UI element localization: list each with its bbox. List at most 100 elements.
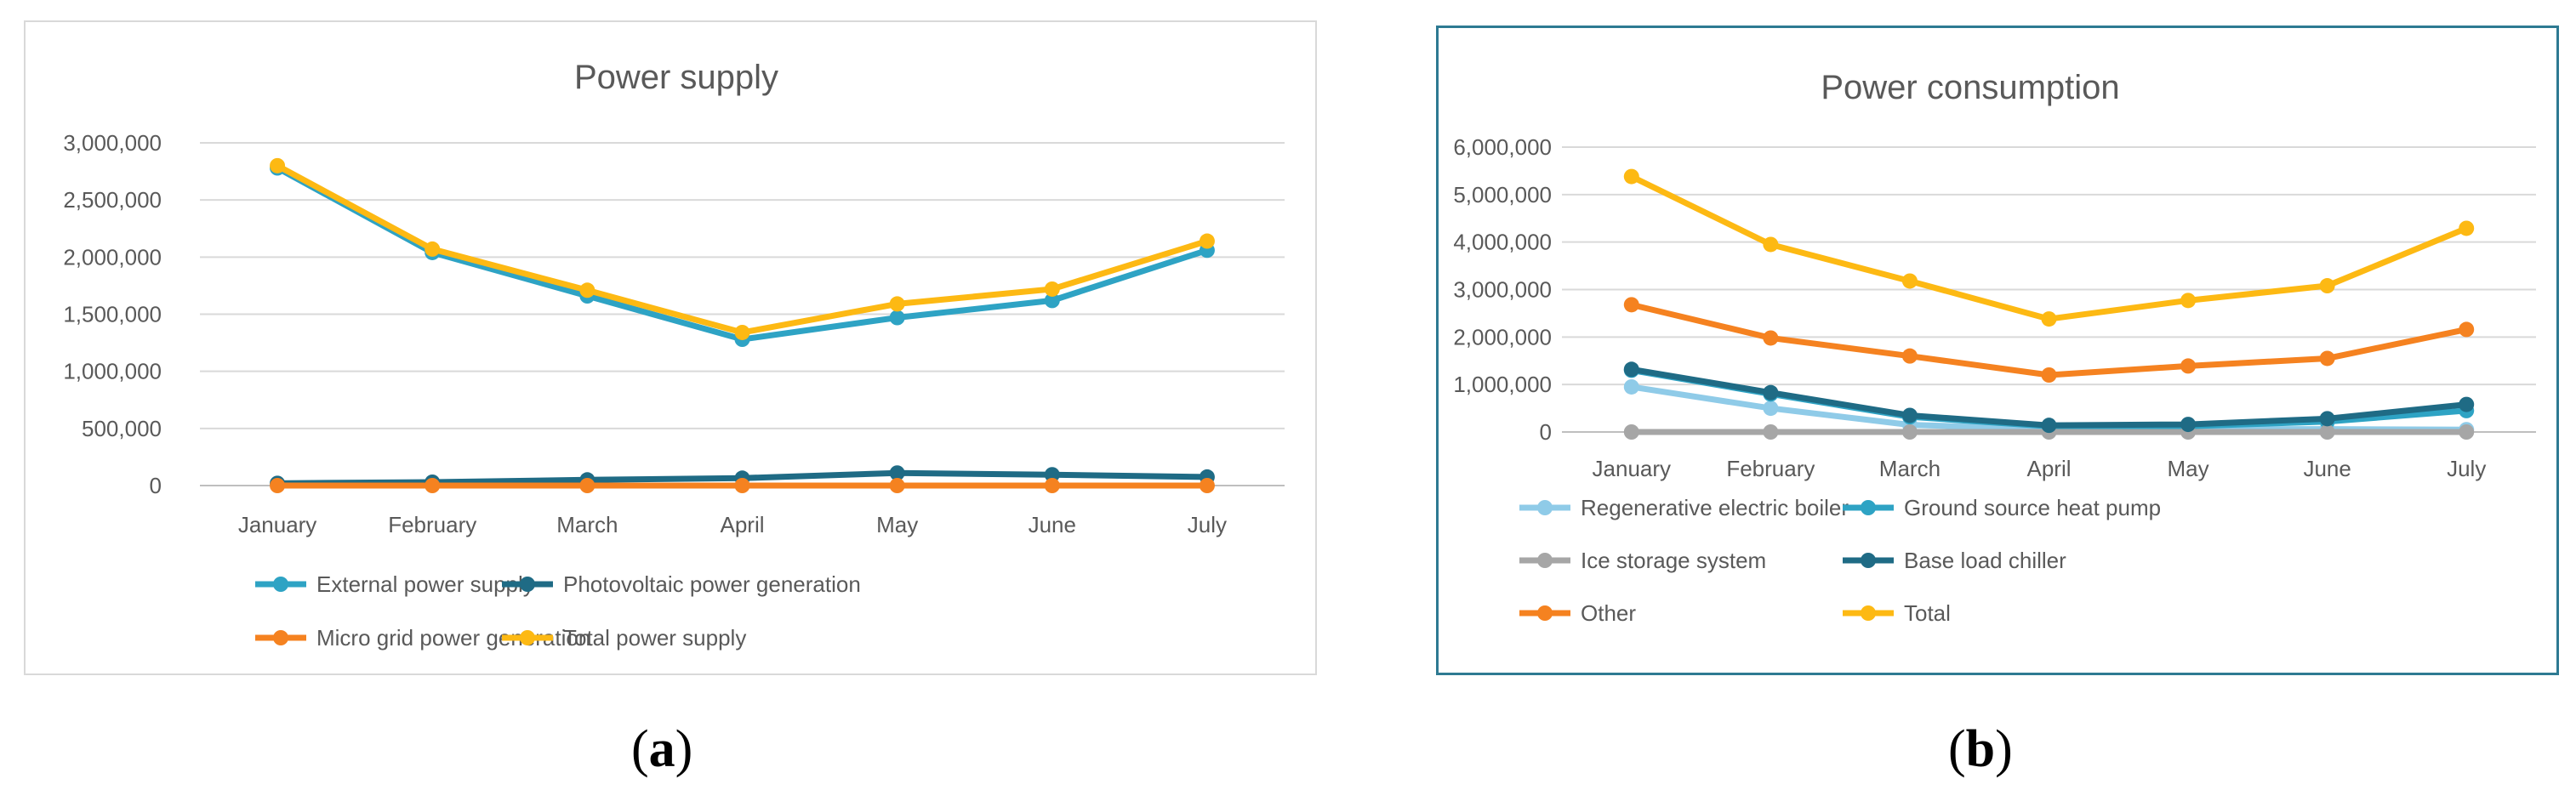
data-point xyxy=(1044,478,1060,493)
y-tick-label: 1,000,000 xyxy=(1453,372,1552,397)
legend-swatch-marker xyxy=(1861,553,1876,568)
data-point xyxy=(1623,424,1639,440)
data-point xyxy=(1199,233,1215,249)
data-point xyxy=(889,310,905,326)
data-point xyxy=(1623,297,1639,313)
caption-a: (a) xyxy=(631,720,693,778)
series-line xyxy=(1628,173,2470,322)
legend-label: Base load chiller xyxy=(1904,548,2066,573)
data-point xyxy=(1199,478,1215,493)
series-line xyxy=(274,162,1211,336)
x-tick-label: May xyxy=(2168,456,2209,481)
y-tick-label: 6,000,000 xyxy=(1453,134,1552,160)
data-point xyxy=(734,478,750,493)
data-point xyxy=(1763,330,1779,346)
data-point xyxy=(2319,424,2335,440)
data-point xyxy=(889,296,905,312)
legend: Regenerative electric boiler Ground sourc… xyxy=(1519,495,2161,626)
y-tick-label: 0 xyxy=(1540,419,1552,445)
data-point xyxy=(2459,321,2475,338)
legend-label: Total xyxy=(1904,600,1951,626)
x-tick-label: July xyxy=(1188,512,1227,537)
x-tick-label: April xyxy=(2026,456,2071,481)
legend-swatch-marker xyxy=(520,577,535,592)
y-tick-label: 2,000,000 xyxy=(1453,324,1552,350)
y-tick-label: 3,000,000 xyxy=(1453,277,1552,303)
data-point xyxy=(579,282,596,298)
power-supply-chart-panel: Power supply 0 500,000 1,000,000 1,500,000 2,… xyxy=(24,20,1317,675)
data-point xyxy=(2180,358,2197,374)
legend-swatch-marker xyxy=(273,630,288,645)
data-point xyxy=(2319,350,2335,367)
x-tick-label: May xyxy=(876,512,918,537)
data-point xyxy=(1623,378,1639,395)
y-tick-label: 5,000,000 xyxy=(1453,182,1552,207)
legend-label: Regenerative electric boiler xyxy=(1581,495,1849,520)
legend-swatch-marker xyxy=(1537,553,1553,568)
x-tick-label: January xyxy=(1593,456,1672,481)
legend: External power supply Photovoltaic power … xyxy=(255,571,861,651)
chart-title: Power supply xyxy=(574,59,778,96)
y-tick-label: 1,000,000 xyxy=(63,359,162,384)
legend-swatch-marker xyxy=(1537,500,1553,515)
chart-title: Power consumption xyxy=(1821,69,2119,106)
y-tick-label: 4,000,000 xyxy=(1453,230,1552,255)
y-tick-label: 1,500,000 xyxy=(63,302,162,327)
data-point xyxy=(1763,384,1779,401)
data-point xyxy=(1623,361,1639,378)
data-point xyxy=(734,324,750,340)
y-tick-label: 500,000 xyxy=(82,416,162,441)
y-tick-label: 3,000,000 xyxy=(63,130,162,156)
data-point xyxy=(889,478,905,493)
data-point xyxy=(2041,367,2057,383)
data-point xyxy=(2041,311,2057,327)
data-point xyxy=(1901,407,1918,423)
legend-swatch-marker xyxy=(1537,605,1553,621)
x-tick-label: July xyxy=(2447,456,2486,481)
data-point xyxy=(1763,424,1779,440)
data-point xyxy=(2180,417,2197,433)
legend-swatch-marker xyxy=(273,577,288,592)
data-point xyxy=(579,478,596,493)
x-tick-label: March xyxy=(556,512,618,537)
data-point xyxy=(1763,236,1779,253)
power-supply-chart: Power supply 0 500,000 1,000,000 1,500,000 2,… xyxy=(63,59,1285,651)
data-point xyxy=(1044,281,1060,297)
data-point xyxy=(2459,424,2475,440)
legend-label: External power supply xyxy=(316,571,534,597)
data-point xyxy=(1901,273,1918,289)
data-point xyxy=(425,478,441,493)
series-total xyxy=(1623,168,2475,327)
y-tick-label: 0 xyxy=(150,473,162,498)
data-point xyxy=(1044,467,1060,483)
x-tick-label: January xyxy=(238,512,317,537)
data-point xyxy=(1044,293,1060,309)
data-point xyxy=(1901,348,1918,364)
series-base-load-chiller xyxy=(1623,361,2475,434)
legend-swatch-marker xyxy=(520,630,535,645)
legend-label: Ground source heat pump xyxy=(1904,495,2161,520)
data-point xyxy=(2319,278,2335,294)
series-total-power-supply xyxy=(270,157,1215,340)
data-point xyxy=(2459,220,2475,236)
y-tick-label: 2,000,000 xyxy=(63,244,162,270)
data-point xyxy=(2459,396,2475,412)
y-tick-label: 2,500,000 xyxy=(63,187,162,213)
power-consumption-chart: Power consumption 0 1,000,000 2,000,000 3,00… xyxy=(1453,69,2536,626)
caption-b-letter: b xyxy=(1965,720,1996,778)
legend-label: Ice storage system xyxy=(1581,548,1766,573)
data-point xyxy=(2041,418,2057,434)
x-tick-label: June xyxy=(2303,456,2351,481)
x-tick-label: April xyxy=(720,512,764,537)
x-tick-label: February xyxy=(1726,456,1815,481)
data-point xyxy=(425,241,441,257)
data-point xyxy=(2180,293,2197,309)
data-point xyxy=(889,465,905,481)
series-other xyxy=(1623,297,2475,383)
series-external-power-supply xyxy=(270,160,1215,348)
caption-a-letter: a xyxy=(648,720,675,778)
data-point xyxy=(1623,168,1639,185)
legend-label: Total power supply xyxy=(563,625,746,651)
power-consumption-chart-panel: Power consumption 0 1,000,000 2,000,000 3,00… xyxy=(1436,26,2559,675)
data-point xyxy=(270,157,286,173)
